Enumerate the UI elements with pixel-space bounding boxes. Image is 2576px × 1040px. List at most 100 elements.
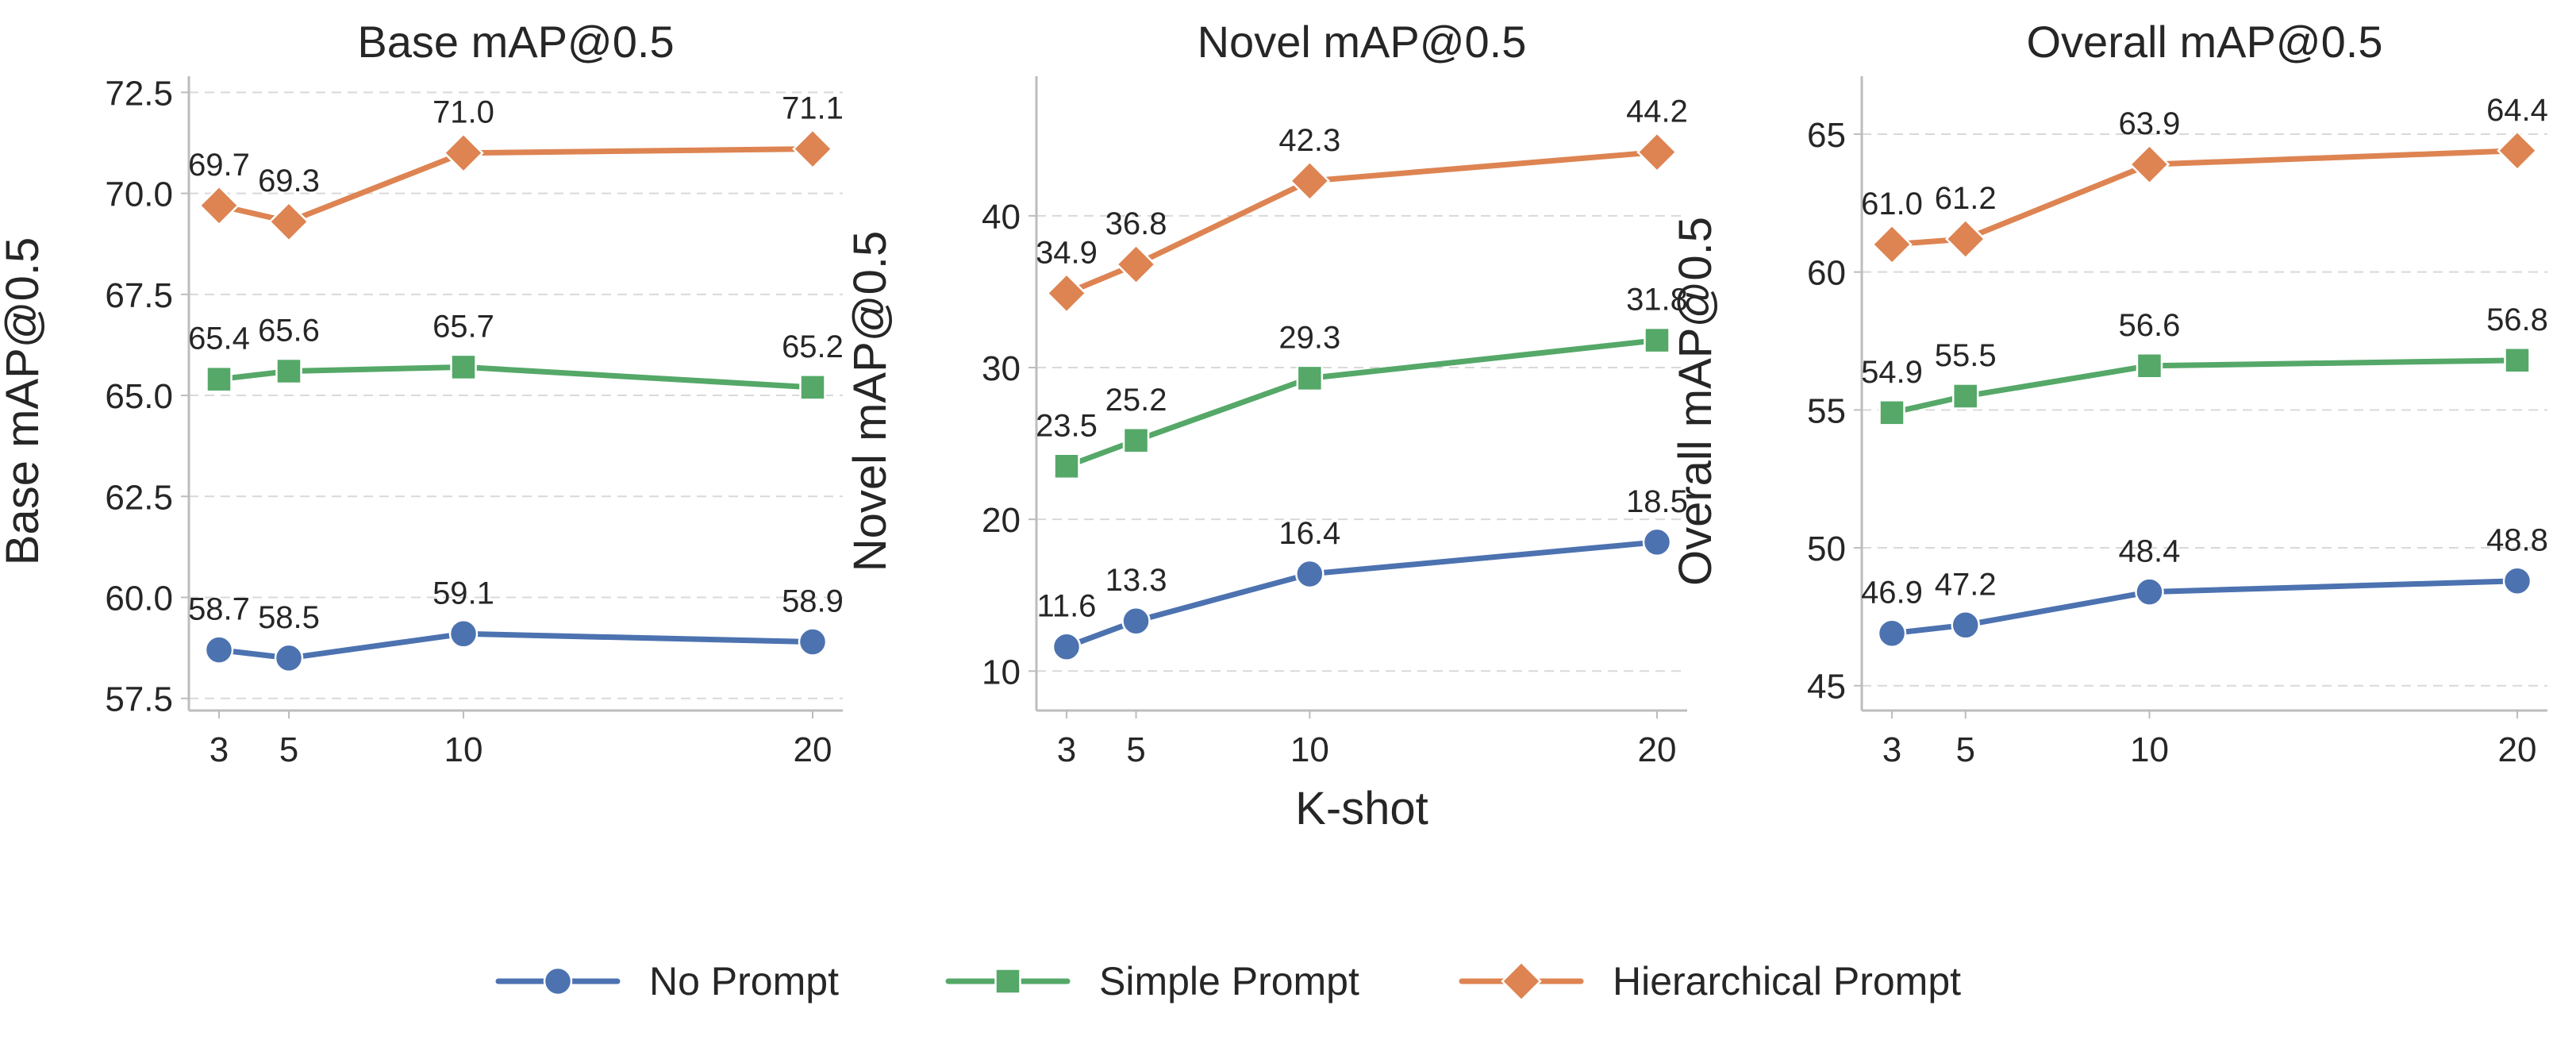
data-label: 64.4 [2486,93,2548,128]
data-label: 13.3 [1105,563,1167,598]
y-tick-label: 70.0 [105,175,173,214]
y-axis-label: Novel mAP@0.5 [844,231,896,572]
x-tick-label: 10 [2130,730,2169,769]
data-label: 42.3 [1278,123,1340,158]
data-point [2135,577,2164,607]
data-label: 63.9 [2119,106,2181,141]
data-point [450,353,477,381]
data-point [1878,399,1905,426]
x-tick-label: 5 [279,730,298,769]
data-label: 48.8 [2486,523,2548,558]
data-point [1944,218,1986,260]
x-tick-label: 10 [1290,730,1329,769]
data-point [2497,130,2538,171]
data-point [1644,326,1671,354]
data-point [274,643,304,673]
data-point [443,132,484,174]
series-line [1889,357,2520,416]
data-point [275,357,302,385]
data-point [2502,566,2532,595]
y-tick-label: 20 [982,501,1021,540]
y-tick-label: 67.5 [105,276,173,315]
data-label: 11.6 [1037,589,1097,624]
data-label: 58.5 [258,600,320,635]
x-tick-label: 3 [1882,730,1901,769]
y-tick-label: 65.0 [105,377,173,416]
data-point [1295,559,1325,589]
data-point [1053,453,1080,480]
data-label: 23.5 [1036,408,1098,443]
data-label: 36.8 [1105,206,1167,241]
legend-marker [1501,961,1542,1002]
legend-label: Hierarchical Prompt [1613,959,1961,1003]
y-tick-label: 60.0 [105,580,173,618]
data-point [799,374,826,401]
x-tick-label: 3 [1057,730,1076,769]
x-tick-label: 3 [210,730,229,769]
y-tick-label: 50 [1807,530,1846,568]
subplot-3: 45 50 55 60 65 3 5 10 20 Overall mAP@0.5 Overall m… [1670,17,2548,769]
data-point [204,635,234,664]
data-point [1636,131,1678,173]
y-tick-label: 65 [1807,116,1846,155]
data-point [198,185,240,226]
data-point [1296,364,1324,392]
series-line [216,630,816,661]
data-label: 65.6 [258,314,320,349]
data-point [798,627,828,657]
x-axis-label: K-shot [1295,783,1428,834]
x-tick-label: 5 [1126,730,1145,769]
data-label: 56.6 [2119,308,2181,343]
data-label: 61.0 [1861,187,1923,221]
y-tick-label: 10 [982,653,1021,691]
series-line [1063,337,1660,469]
subplot-2: 10 20 30 40 3 5 10 20 Novel mAP@0.5 Novel mAP@0.5… [844,17,1688,769]
data-label: 58.7 [188,592,250,627]
y-tick-label: 62.5 [105,478,173,517]
legend-marker [543,966,573,996]
y-tick-label: 57.5 [105,680,173,719]
data-point [2136,352,2163,379]
data-point [1046,272,1087,314]
subplot-title: Novel mAP@0.5 [1198,17,1527,67]
series-line [1063,149,1660,296]
data-point [268,201,310,242]
x-tick-label: 5 [1955,730,1974,769]
data-label: 31.8 [1626,283,1688,318]
y-tick-label: 40 [982,198,1021,237]
data-label: 25.2 [1105,383,1167,418]
x-tick-label: 20 [2498,730,2537,769]
y-tick-label: 45 [1807,668,1846,707]
data-point [1115,244,1157,285]
data-label: 44.2 [1626,94,1688,129]
data-label: 71.0 [433,95,494,130]
data-point [448,619,479,649]
data-label: 65.2 [782,329,844,364]
data-label: 16.4 [1278,516,1340,551]
data-point [1052,632,1082,661]
data-point [1121,606,1151,636]
x-tick-label: 10 [444,730,483,769]
data-point [2128,144,2170,185]
data-point [1122,427,1150,454]
data-label: 47.2 [1935,567,1997,602]
data-point [206,365,233,393]
series-line [216,364,816,391]
data-label: 61.2 [1935,181,1997,216]
data-label: 58.9 [782,584,844,618]
data-label: 55.5 [1935,338,1997,373]
y-axis-label: Base mAP@0.5 [0,237,48,566]
data-point [1289,160,1331,202]
series-line [216,146,816,225]
y-tick-label: 55 [1807,391,1846,430]
data-label: 18.5 [1626,484,1688,519]
data-point [792,128,833,170]
series-line [1889,578,2520,637]
data-point [2504,347,2531,374]
data-point [1951,383,1979,410]
y-tick-label: 60 [1807,254,1846,293]
data-label: 46.9 [1861,576,1923,611]
data-point [1951,611,1980,640]
legend: No Prompt Simple Prompt Hierarchical Promp… [495,959,1961,1003]
